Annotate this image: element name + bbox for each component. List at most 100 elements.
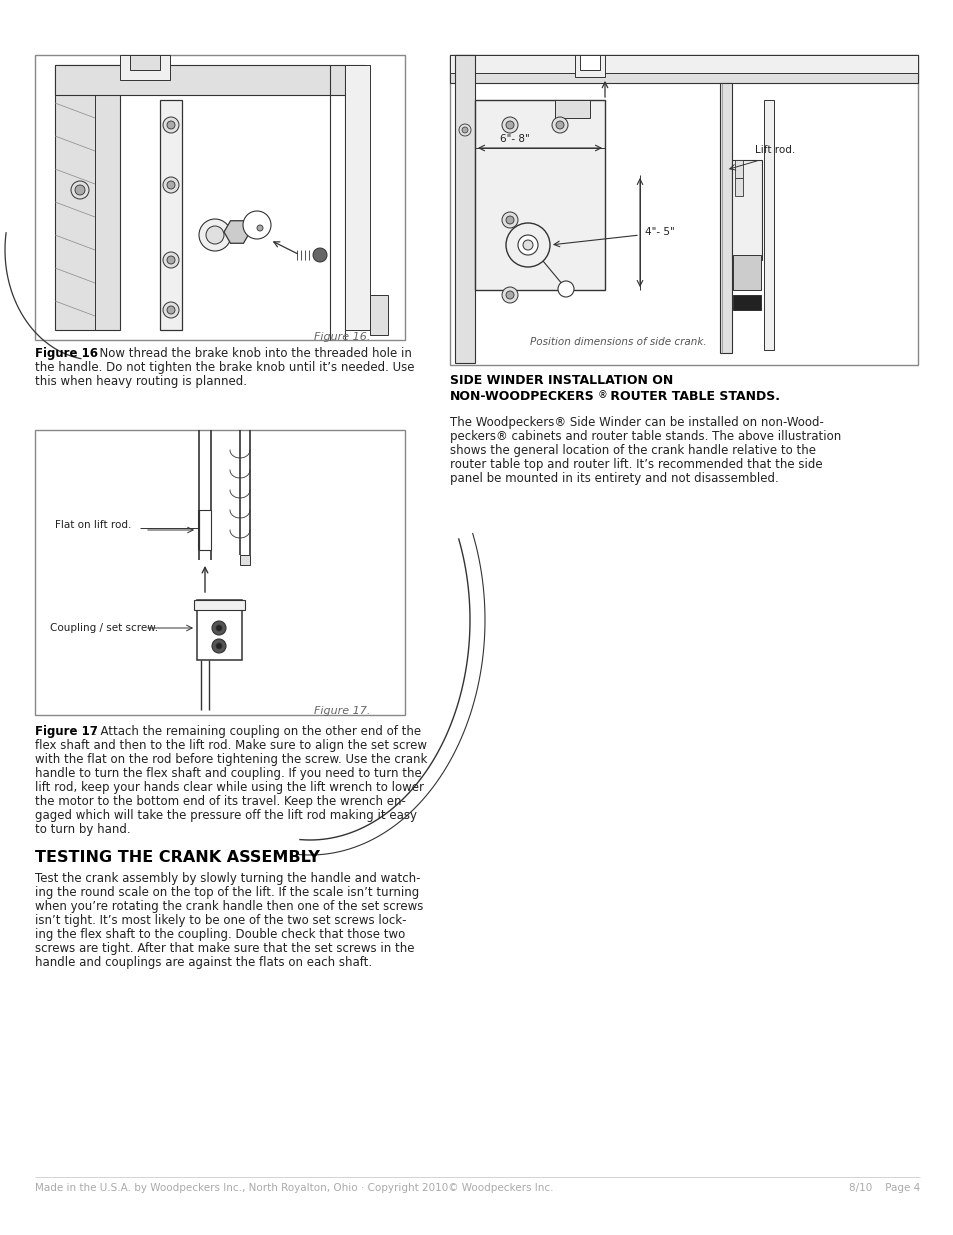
Text: isn’t tight. It’s most likely to be one of the two set screws lock-: isn’t tight. It’s most likely to be one … [35,914,406,927]
Text: Figure 16.: Figure 16. [314,332,370,342]
Circle shape [501,287,517,303]
Bar [193,600,245,610]
Text: the handle. Do not tighten the brake knob until it’s needed. Use: the handle. Do not tighten the brake kno… [35,361,414,374]
Text: ROUTER TABLE STANDS.: ROUTER TABLE STANDS. [605,390,780,403]
Text: handle to turn the flex shaft and coupling. If you need to turn the: handle to turn the flex shaft and coupli… [35,767,421,781]
Bar [199,510,211,550]
Text: Lift rod.: Lift rod. [754,144,795,156]
Circle shape [461,127,468,133]
Text: gaged which will take the pressure off the lift rod making it easy: gaged which will take the pressure off t… [35,809,416,823]
Bar [130,56,160,70]
Text: peckers® cabinets and router table stands. The above illustration: peckers® cabinets and router table stand… [450,430,841,443]
Circle shape [167,182,174,189]
Bar [732,295,760,310]
Bar [475,100,604,290]
Circle shape [75,185,85,195]
Text: . Attach the remaining coupling on the other end of the: . Attach the remaining coupling on the o… [92,725,420,739]
Text: Position dimensions of side crank.: Position dimensions of side crank. [530,337,706,347]
Text: 4"- 5": 4"- 5" [644,227,674,237]
Circle shape [71,182,89,199]
Text: SIDE WINDER INSTALLATION ON: SIDE WINDER INSTALLATION ON [450,374,673,387]
Circle shape [313,248,327,262]
Bar [55,65,365,95]
Bar [450,56,917,73]
Circle shape [163,177,179,193]
Circle shape [505,121,514,128]
Text: Coupling / set screw.: Coupling / set screw. [50,622,158,634]
Text: flex shaft and then to the lift rod. Make sure to align the set screw: flex shaft and then to the lift rod. Mak… [35,739,427,752]
Bar [734,161,742,178]
Text: 8/10    Page 4: 8/10 Page 4 [848,1183,919,1193]
Bar [450,56,917,366]
Circle shape [215,625,222,631]
Text: Figure 17: Figure 17 [35,725,98,739]
Bar [579,56,599,70]
Bar [555,100,589,119]
Circle shape [199,219,231,251]
Text: the motor to the bottom end of its travel. Keep the wrench en-: the motor to the bottom end of its trave… [35,795,405,808]
Circle shape [458,124,471,136]
Text: TESTING THE CRANK ASSEMBLY: TESTING THE CRANK ASSEMBLY [35,850,319,864]
Bar [240,555,250,564]
Circle shape [167,121,174,128]
Circle shape [163,252,179,268]
Bar [196,600,242,659]
Bar [731,161,761,261]
Bar [450,56,917,83]
Circle shape [517,235,537,254]
Text: NON-WOODPECKERS: NON-WOODPECKERS [450,390,594,403]
Circle shape [167,256,174,264]
Text: Figure 16: Figure 16 [35,347,98,359]
Text: lift rod, keep your hands clear while using the lift wrench to lower: lift rod, keep your hands clear while us… [35,781,423,794]
Text: Made in the U.S.A. by Woodpeckers Inc., North Royalton, Ohio · Copyright 2010© W: Made in the U.S.A. by Woodpeckers Inc., … [35,1183,553,1193]
Bar [120,56,170,80]
Bar [35,430,405,715]
Circle shape [505,216,514,224]
Text: to turn by hand.: to turn by hand. [35,823,131,836]
Text: router table top and router lift. It’s recommended that the side: router table top and router lift. It’s r… [450,458,821,471]
Circle shape [163,303,179,317]
Bar [720,83,731,353]
Text: shows the general location of the crank handle relative to the: shows the general location of the crank … [450,445,815,457]
Circle shape [212,638,226,653]
Circle shape [167,306,174,314]
Bar [732,254,760,290]
Text: . Now thread the brake knob into the threaded hole in: . Now thread the brake knob into the thr… [91,347,412,359]
Bar [575,56,604,77]
Text: ®: ® [598,390,607,400]
Bar [35,56,405,340]
Bar [370,295,388,335]
Text: ing the flex shaft to the coupling. Double check that those two: ing the flex shaft to the coupling. Doub… [35,927,405,941]
Text: when you’re rotating the crank handle then one of the set screws: when you’re rotating the crank handle th… [35,900,423,913]
Text: Test the crank assembly by slowly turning the handle and watch-: Test the crank assembly by slowly turnin… [35,872,420,885]
Text: Flat on lift rod.: Flat on lift rod. [55,520,132,530]
Bar [455,56,475,363]
Circle shape [215,643,222,650]
Text: handle and couplings are against the flats on each shaft.: handle and couplings are against the fla… [35,956,372,969]
Circle shape [505,224,550,267]
Circle shape [556,121,563,128]
Bar [763,100,773,350]
Circle shape [501,117,517,133]
Circle shape [552,117,567,133]
Circle shape [163,117,179,133]
Circle shape [505,291,514,299]
Circle shape [558,282,574,296]
Circle shape [256,225,263,231]
Circle shape [206,226,224,245]
Bar [734,178,742,196]
Text: ing the round scale on the top of the lift. If the scale isn’t turning: ing the round scale on the top of the li… [35,885,418,899]
Text: panel be mounted in its entirety and not disassembled.: panel be mounted in its entirety and not… [450,472,778,485]
Bar [55,65,120,330]
Circle shape [243,211,271,240]
Text: screws are tight. After that make sure that the set screws in the: screws are tight. After that make sure t… [35,942,414,955]
Text: 6"- 8": 6"- 8" [499,135,529,144]
Circle shape [212,621,226,635]
Bar [160,100,182,330]
Text: Figure 17.: Figure 17. [314,706,370,716]
Text: with the flat on the rod before tightening the screw. Use the crank: with the flat on the rod before tighteni… [35,753,427,766]
Circle shape [501,212,517,228]
Text: this when heavy routing is planned.: this when heavy routing is planned. [35,375,247,388]
Bar [345,65,370,330]
Text: The Woodpeckers® Side Winder can be installed on non-Wood-: The Woodpeckers® Side Winder can be inst… [450,416,823,429]
